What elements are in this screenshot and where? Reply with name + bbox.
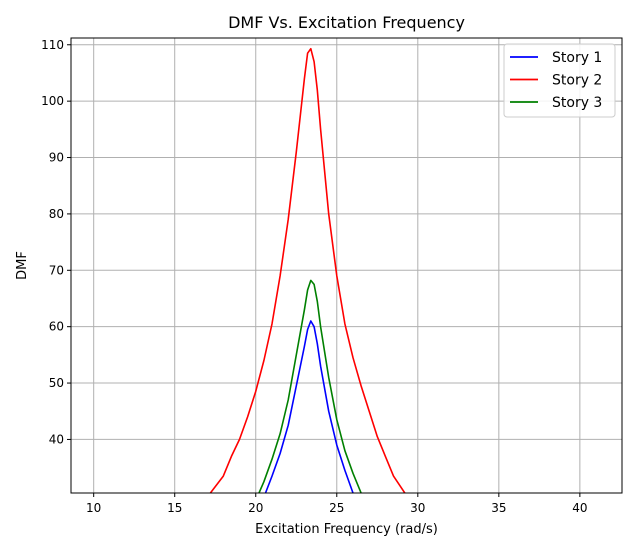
y-axis-title: DMF (15, 251, 30, 280)
x-tick-label: 15 (167, 501, 182, 515)
series-lines (209, 47, 406, 493)
y-tick-label: 110 (41, 38, 64, 52)
y-tick-label: 90 (49, 151, 64, 165)
x-tick-label: 20 (248, 501, 263, 515)
y-tick-label: 40 (49, 432, 64, 446)
x-tick-label: 40 (572, 501, 587, 515)
x-tick-label: 30 (410, 501, 425, 515)
y-tick-label: 70 (49, 263, 64, 277)
chart-title: DMF Vs. Excitation Frequency (228, 13, 465, 32)
legend-box (503, 43, 616, 118)
y-tick-label: 60 (49, 320, 64, 334)
series-line-2 (209, 47, 406, 493)
x-tick-label: 25 (329, 501, 344, 515)
series-line-3 (258, 279, 362, 493)
y-tick-label: 50 (49, 376, 64, 390)
x-axis-title: Excitation Frequency (rad/s) (255, 522, 438, 537)
y-tick-label: 100 (41, 94, 64, 108)
x-tick-label: 35 (491, 501, 506, 515)
legend-label: Story 2 (552, 73, 602, 89)
legend-label: Story 3 (552, 95, 602, 111)
plot-frame (70, 37, 623, 494)
y-tick-label: 80 (49, 207, 64, 221)
legend: Story 1 Story 2 Story 3 (503, 43, 616, 118)
legend-label: Story 1 (552, 50, 602, 66)
series-line-1 (264, 320, 354, 493)
axis-ticks: 10 15 20 25 30 35 40 40 50 60 70 80 90 100 110 (41, 38, 587, 515)
x-tick-label: 10 (86, 501, 101, 515)
